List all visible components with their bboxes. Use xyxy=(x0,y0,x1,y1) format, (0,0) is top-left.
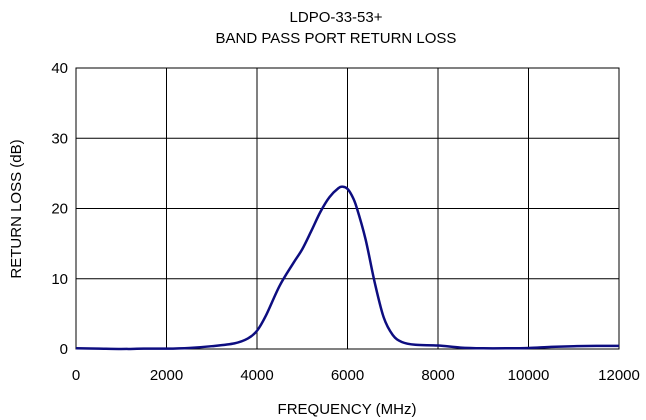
chart-title: LDPO-33-53+ xyxy=(290,9,383,26)
grid-lines xyxy=(75,67,620,350)
y-tick-label: 40 xyxy=(51,60,68,77)
y-tick-label: 30 xyxy=(51,130,68,147)
y-tick-label: 10 xyxy=(51,271,68,288)
y-tick-label: 0 xyxy=(60,341,68,358)
y-tick-label: 20 xyxy=(51,201,68,218)
x-axis-ticks: 0 2000 4000 6000 8000 10000 12000 xyxy=(72,367,640,384)
y-axis-ticks: 0 10 20 30 40 xyxy=(51,60,68,358)
x-tick-label: 12000 xyxy=(598,367,640,384)
chart-subtitle: BAND PASS PORT RETURN LOSS xyxy=(216,30,457,47)
x-tick-label: 6000 xyxy=(331,367,364,384)
return-loss-series-line xyxy=(75,185,620,351)
x-tick-label: 10000 xyxy=(508,367,550,384)
x-tick-label: 4000 xyxy=(240,367,273,384)
x-tick-label: 0 xyxy=(72,367,80,384)
x-tick-label: 8000 xyxy=(421,367,454,384)
plot-area-frame xyxy=(75,67,620,350)
y-axis-label: RETURN LOSS (dB) xyxy=(8,139,25,278)
x-tick-label: 2000 xyxy=(150,367,183,384)
x-axis-label: FREQUENCY (MHz) xyxy=(278,401,417,418)
